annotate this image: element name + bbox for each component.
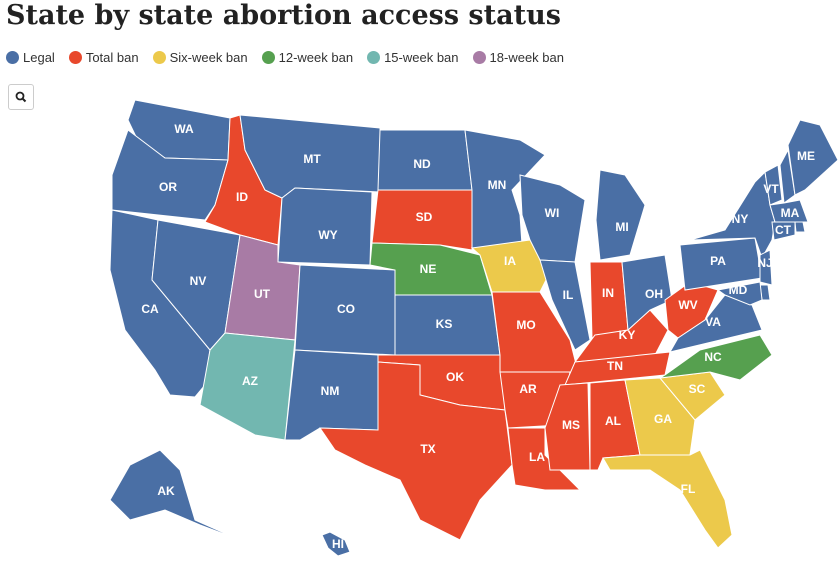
legend-swatch: [472, 51, 486, 64]
legend-item[interactable]: 18-week ban: [472, 50, 564, 65]
legend-swatch: [152, 51, 166, 64]
legend-label: Legal: [23, 50, 55, 65]
state: [544, 382, 591, 471]
legend-item[interactable]: Total ban: [68, 50, 139, 65]
state-label: CA: [141, 302, 159, 316]
state-label: VA: [705, 315, 721, 329]
legend-item[interactable]: Legal: [6, 50, 55, 65]
legend-label: Six-week ban: [169, 50, 248, 65]
legend-item[interactable]: Six-week ban: [152, 50, 248, 65]
state-label: PA: [710, 254, 726, 268]
state-label: NC: [704, 350, 722, 364]
state: [321, 531, 351, 557]
state-label: MN: [488, 178, 507, 192]
state-label: MS: [562, 418, 580, 432]
state: [539, 259, 591, 351]
state-label: IN: [602, 286, 614, 300]
state-label: WY: [318, 228, 337, 242]
state-label: MT: [303, 152, 321, 166]
legend-swatch: [68, 51, 82, 64]
legend-label: 12-week ban: [278, 50, 354, 65]
state: [764, 164, 783, 206]
state-label: LA: [529, 450, 545, 464]
title: State by state abortion access status: [6, 0, 561, 31]
state: [716, 281, 763, 306]
state: [794, 221, 806, 233]
state: [602, 449, 733, 549]
state-label: OR: [159, 180, 177, 194]
state-label: CO: [337, 302, 355, 316]
state-label: FL: [681, 482, 696, 496]
state: [199, 332, 296, 441]
state-label: KS: [436, 317, 453, 331]
state-label: NJ: [757, 256, 772, 270]
state-label: UT: [254, 287, 271, 301]
state: [624, 377, 696, 456]
search-icon: [15, 91, 27, 103]
state-label: GA: [654, 412, 672, 426]
search-button[interactable]: [8, 84, 34, 110]
state-label: AL: [605, 414, 621, 428]
legend-swatch: [367, 51, 381, 64]
legend-swatch: [6, 51, 19, 64]
legend: Legal Total ban Six-week ban 12-week ban 15-…: [6, 50, 564, 65]
state-label: ND: [413, 157, 431, 171]
state: [464, 129, 546, 249]
state-label: NM: [321, 384, 340, 398]
state-label: AR: [519, 382, 537, 396]
state: [771, 221, 796, 241]
legend-item[interactable]: 15-week ban: [367, 50, 459, 65]
state-label: WI: [545, 206, 560, 220]
state: [111, 129, 229, 221]
state-label: WA: [174, 122, 194, 136]
state: [371, 189, 473, 251]
state: [769, 199, 809, 223]
state-label: ID: [236, 190, 248, 204]
legend-item[interactable]: 12-week ban: [261, 50, 354, 65]
legend-label: 15-week ban: [384, 50, 459, 65]
state: [759, 249, 773, 286]
state-label: NV: [190, 274, 207, 288]
state-label: HI: [332, 537, 344, 551]
state-label: KY: [619, 328, 636, 342]
state-label: ME: [797, 149, 815, 163]
state-label: NY: [732, 212, 749, 226]
state-label: VT: [763, 182, 779, 196]
state: [787, 119, 839, 196]
legend-label: 18-week ban: [489, 50, 564, 65]
legend-label: Total ban: [85, 50, 139, 65]
state: [277, 187, 373, 266]
state: [109, 449, 241, 541]
state-label: NE: [420, 262, 437, 276]
state-label: SD: [416, 210, 433, 224]
state: [595, 169, 646, 261]
state: [621, 254, 673, 332]
legend-swatch: [261, 51, 275, 64]
state: [319, 361, 513, 541]
state: [507, 427, 582, 491]
state-label: AZ: [242, 374, 258, 388]
state-label: IL: [563, 288, 574, 302]
state-label: OK: [446, 370, 464, 384]
state-label: IA: [504, 254, 516, 268]
state-label: CT: [775, 223, 792, 237]
state-label: MA: [781, 206, 800, 220]
state-label: MD: [729, 283, 748, 297]
state-label: TN: [607, 359, 623, 373]
state-label: SC: [689, 382, 706, 396]
state-label: TX: [420, 442, 435, 456]
state: [659, 334, 773, 381]
state-label: MO: [516, 318, 535, 332]
state-label: AK: [157, 484, 175, 498]
state-label: MI: [615, 220, 628, 234]
state-label: WV: [678, 298, 697, 312]
state-label: OH: [645, 287, 663, 301]
state: [668, 294, 763, 353]
